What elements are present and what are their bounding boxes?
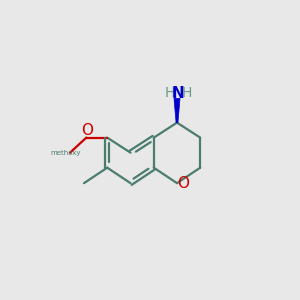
Text: H: H bbox=[182, 85, 192, 100]
Text: O: O bbox=[178, 176, 190, 191]
Text: N: N bbox=[172, 86, 184, 101]
Text: O: O bbox=[81, 123, 93, 138]
Polygon shape bbox=[174, 98, 180, 123]
Text: H: H bbox=[164, 85, 175, 100]
Text: methoxy: methoxy bbox=[50, 150, 81, 156]
